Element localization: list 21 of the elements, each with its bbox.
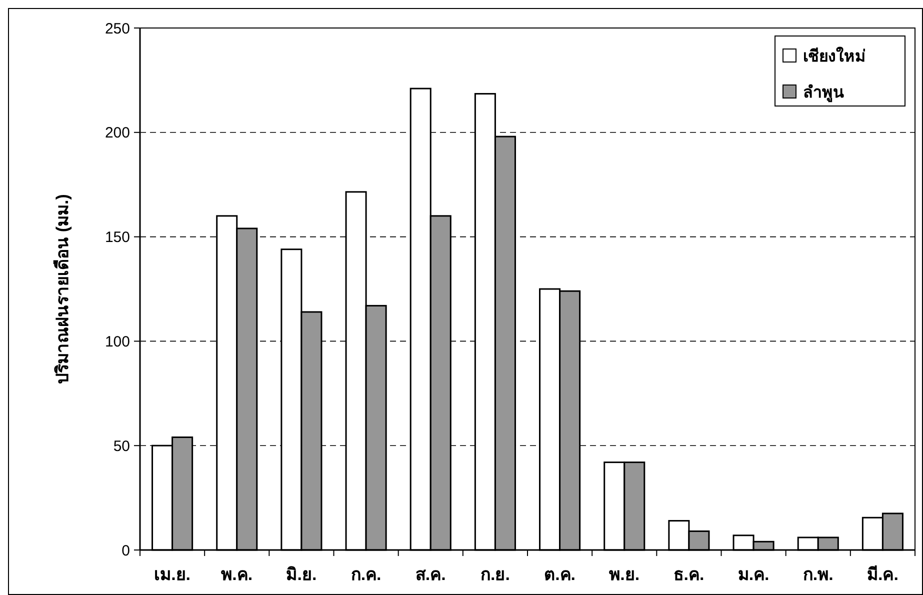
- x-tick-label: พ.ย.: [609, 565, 640, 584]
- x-tick-label: มิ.ย.: [286, 565, 317, 584]
- y-tick-label: 250: [104, 20, 130, 38]
- legend-label: ลำพูน: [803, 84, 844, 104]
- y-axis-title: ปริมาณฝนรายเดือน (มม.): [52, 194, 72, 384]
- legend-label: เชียงใหม่: [803, 46, 866, 66]
- x-tick-label: ต.ค.: [544, 565, 576, 584]
- x-tick-label: ธ.ค.: [674, 565, 704, 584]
- y-tick-label: 150: [104, 229, 130, 246]
- x-tick-label: มี.ค.: [866, 564, 898, 584]
- y-tick-label: 200: [104, 124, 130, 142]
- x-tick-label: ม.ค.: [738, 565, 770, 584]
- x-tick-label: ก.ค.: [350, 565, 382, 584]
- x-tick-label: พ.ค.: [221, 565, 253, 584]
- x-tick-label: ส.ค.: [415, 565, 446, 584]
- x-tick-label: เม.ย.: [154, 565, 191, 584]
- y-tick-label: 0: [122, 542, 130, 560]
- x-tick-label: ก.ย.: [480, 565, 510, 584]
- y-tick-label: 50: [113, 438, 130, 455]
- x-tick-label: ก.พ.: [802, 565, 834, 584]
- y-tick-label: 100: [104, 333, 130, 350]
